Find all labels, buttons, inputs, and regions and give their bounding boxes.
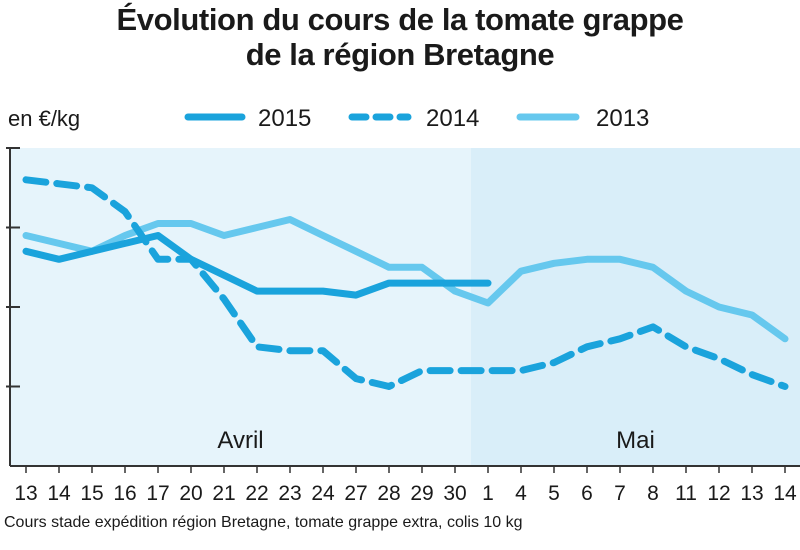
series-line-2014: [22, 176, 789, 390]
series-line-2013: [22, 216, 789, 343]
x-tick-label: 29: [410, 482, 433, 505]
x-tick-label: 16: [113, 482, 136, 505]
x-tick-label: 11: [675, 482, 697, 505]
x-tick-label: 14: [47, 482, 71, 505]
x-tick-label: 17: [146, 482, 169, 505]
source-note: Cours stade expédition région Bretagne, …: [4, 514, 523, 531]
x-tick-label: 30: [443, 482, 466, 505]
x-tick-label: 12: [707, 482, 730, 505]
legend-label-2014: 2014: [426, 105, 479, 132]
chart-title: Évolution du cours de la tomate grappe d…: [116, 2, 684, 73]
x-tick-label: 4: [515, 482, 527, 505]
x-tick-label: 27: [344, 482, 367, 505]
x-tick-label: 7: [614, 482, 626, 505]
x-tick-label: 5: [548, 482, 560, 505]
x-tick-label: 23: [278, 482, 301, 505]
x-tick-label: 24: [311, 482, 335, 505]
legend-label-2013: 2013: [596, 105, 649, 132]
legend-label-2015: 2015: [258, 105, 311, 132]
month-label-avril: Avril: [217, 427, 263, 454]
month-label-mai: Mai: [616, 427, 655, 454]
month-band-avril: [10, 148, 471, 466]
x-tick-label: 21: [212, 482, 235, 505]
x-tick-label: 8: [647, 482, 659, 505]
x-tick-label: 1: [482, 482, 494, 505]
series-line-2015: [22, 232, 492, 299]
x-tick-label: 20: [179, 482, 202, 505]
x-tick-label: 13: [14, 482, 37, 505]
x-tick-label: 22: [245, 482, 268, 505]
x-tick-label: 15: [80, 482, 103, 505]
y-axis-unit-label: en €/kg: [8, 106, 80, 131]
x-tick-label: 28: [377, 482, 400, 505]
x-tick-label: 14: [773, 482, 797, 505]
month-band-mai: [471, 148, 800, 466]
x-tick-label: 13: [740, 482, 763, 505]
x-tick-label: 6: [581, 482, 593, 505]
